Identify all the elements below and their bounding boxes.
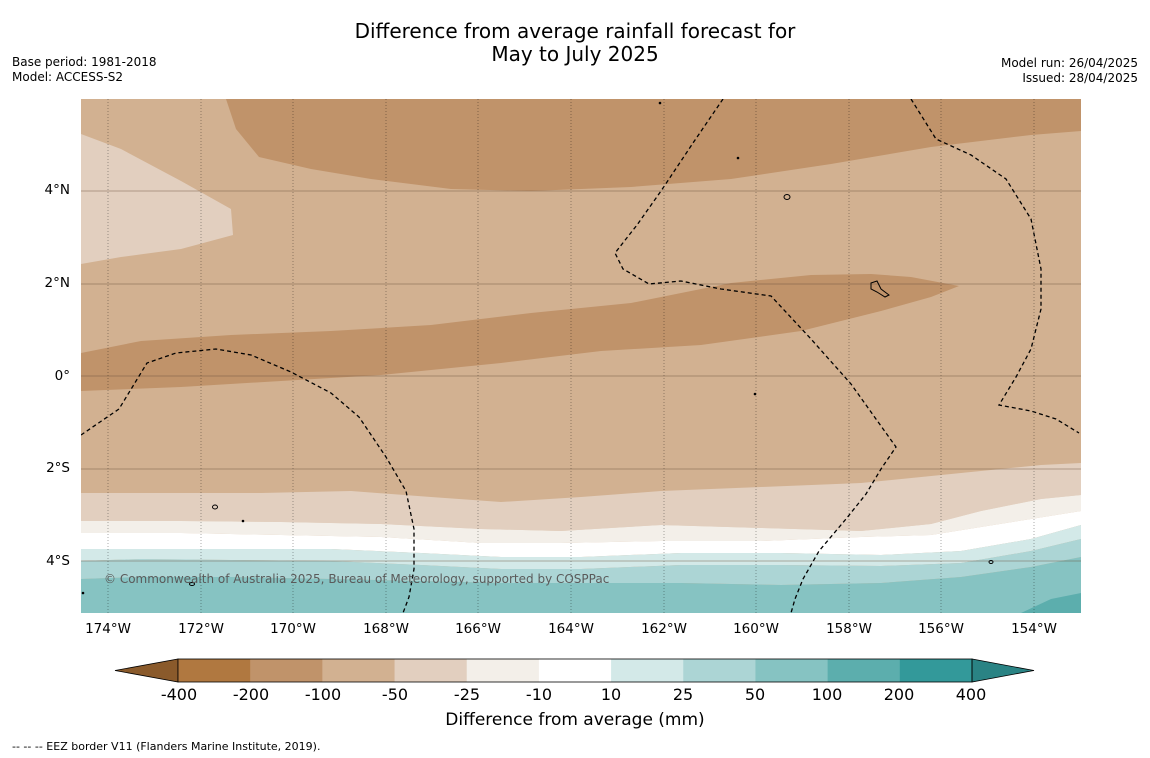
colorbar-label-minus25: -25: [453, 685, 481, 704]
colorbar-label-minus50: -50: [381, 685, 409, 704]
lon-tick-166w: 166°W: [455, 621, 501, 637]
colorbar-label-minus400: -400: [160, 685, 198, 704]
issued-date: Issued: 28/04/2025: [1022, 71, 1138, 85]
model-name: Model: ACCESS-S2: [12, 70, 124, 84]
colorbar-swatch: [611, 659, 684, 682]
band-100-200: [1021, 593, 1081, 613]
lat-tick-2s: 2°S: [46, 460, 70, 476]
colorbar-swatch: [394, 659, 468, 682]
lon-tick-158w: 158°W: [826, 621, 872, 637]
band-50-100: [81, 557, 1081, 613]
colorbar-swatch: [466, 659, 540, 682]
eez-borders: [81, 99, 1080, 613]
band-25-50: [81, 539, 1081, 585]
band-minus200-minus100-equatorial: [81, 274, 959, 391]
band-minus50-minus25-south: [81, 463, 1081, 531]
lon-tick-172w: 172°W: [178, 621, 224, 637]
base-period: Base period: 1981-2018: [12, 55, 157, 69]
lon-tick-170w: 170°W: [270, 621, 316, 637]
lon-tick-174w: 174°W: [85, 621, 131, 637]
colorbar-swatch: [683, 659, 756, 682]
map-title-line1: Difference from average rainfall forecas…: [354, 19, 796, 43]
lon-tick-164w: 164°W: [548, 621, 594, 637]
lon-tick-168w: 168°W: [363, 621, 409, 637]
lon-tick-154w: 154°W: [1011, 621, 1057, 637]
colorbar-label-minus200: -200: [232, 685, 270, 704]
colorbar-swatch: [755, 659, 829, 682]
colorbar-label-minus100: -100: [304, 685, 342, 704]
parallel-lines: [81, 190, 1081, 562]
eez-legend-note: -- -- -- EEZ border V11 (Flanders Marine…: [12, 740, 321, 753]
islands: [81, 101, 994, 595]
colorbar-title: Difference from average (mm): [445, 710, 705, 730]
lat-tick-0: 0°: [54, 368, 70, 384]
colorbar-swatch: [250, 659, 323, 682]
colorbar-label-100: 100: [811, 685, 843, 704]
lon-tick-160w: 160°W: [733, 621, 779, 637]
band-10-25: [81, 525, 1081, 569]
colorbar-swatch: [322, 659, 396, 682]
colorbar-label-10: 10: [600, 685, 622, 704]
colorbar-extend-low: [114, 658, 179, 683]
colorbar: [114, 658, 1035, 683]
band-minus50-minus25-nw: [81, 134, 233, 264]
lon-tick-156w: 156°W: [918, 621, 964, 637]
colorbar-label-50: 50: [744, 685, 766, 704]
colorbar-label-25: 25: [672, 685, 694, 704]
colorbar-swatch: [899, 659, 973, 682]
colorbar-label-minus10: -10: [525, 685, 553, 704]
map-title-line2: May to July 2025: [491, 42, 659, 66]
rainfall-anomaly-map: [81, 99, 1081, 613]
lon-tick-162w: 162°W: [641, 621, 687, 637]
colorbar-label-200: 200: [883, 685, 915, 704]
colorbar-label-400: 400: [955, 685, 987, 704]
lat-tick-4s: 4°S: [46, 553, 70, 569]
lat-tick-4n: 4°N: [44, 182, 70, 198]
colorbar-swatch: [178, 659, 251, 682]
band-minus200-minus100-north: [226, 99, 1081, 191]
band-minus10-10: [81, 511, 1081, 557]
colorbar-outline: [177, 658, 973, 683]
colorbar-swatch: [827, 659, 901, 682]
lat-tick-2n: 2°N: [44, 275, 70, 291]
colorbar-swatch: [538, 659, 612, 682]
model-run: Model run: 26/04/2025: [1000, 56, 1138, 70]
colorbar-extend-high: [971, 658, 1035, 683]
band-minus25-minus10: [81, 495, 1081, 543]
copyright-text: © Commonwealth of Australia 2025, Bureau…: [104, 572, 610, 586]
